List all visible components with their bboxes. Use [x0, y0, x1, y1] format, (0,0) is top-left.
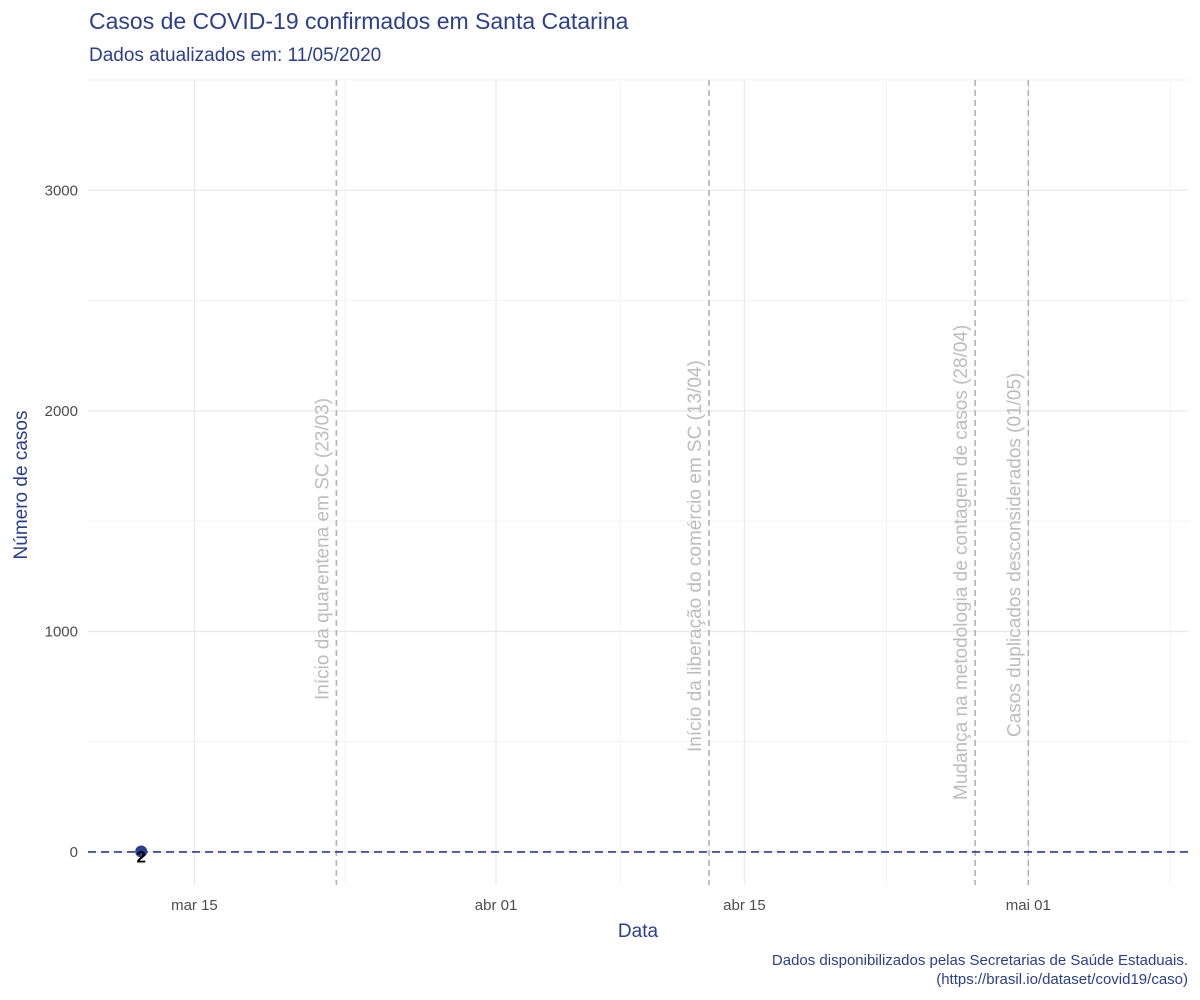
- x-axis-ticks: mar 15 abr 01 abr 15 mai 01: [171, 897, 1051, 914]
- annotation-label: Início da quarentena em SC (23/03): [312, 398, 333, 700]
- caption-line-2: (https://brasil.io/dataset/covid19/caso): [936, 971, 1188, 988]
- annotation-label: Início da liberação do comércio em SC (1…: [685, 360, 706, 752]
- annotation-label: Casos duplicados desconsiderados (01/05): [1004, 373, 1025, 737]
- annotation-lines: [335, 80, 1030, 885]
- y-tick-label: 2000: [45, 403, 78, 420]
- chart-title: Casos de COVID-19 confirmados em Santa C…: [89, 8, 629, 34]
- chart-subtitle: Dados atualizados em: 11/05/2020: [89, 45, 382, 66]
- caption-line-1: Dados disponibilizados pelas Secretarias…: [771, 952, 1188, 969]
- x-tick-label: mar 15: [171, 897, 218, 914]
- x-tick-label: mai 01: [1006, 897, 1051, 914]
- annotation-labels: Início da quarentena em SC (23/03) Início…: [312, 325, 1025, 800]
- x-axis-title: Data: [618, 921, 659, 942]
- x-tick-label: abr 15: [723, 897, 766, 914]
- y-tick-label: 1000: [45, 623, 78, 640]
- y-tick-label: 0: [70, 844, 78, 861]
- annotation-label: Mudança na metodologia de contagem de ca…: [951, 325, 972, 800]
- scatter-chart: Início da quarentena em SC (23/03) Início…: [11, 79, 1188, 942]
- y-axis-title: Número de casos: [11, 411, 32, 560]
- y-axis-ticks: 0 1000 2000 3000: [45, 182, 78, 861]
- x-tick-label: abr 01: [475, 897, 518, 914]
- y-tick-label: 3000: [45, 182, 78, 199]
- data-source-caption: Dados disponibilizados pelas Secretarias…: [772, 951, 1188, 989]
- data-point-label: 2: [136, 847, 145, 866]
- data-points: 2: [135, 845, 148, 866]
- data-point: [135, 845, 148, 858]
- minor-gridlines: [88, 79, 1188, 885]
